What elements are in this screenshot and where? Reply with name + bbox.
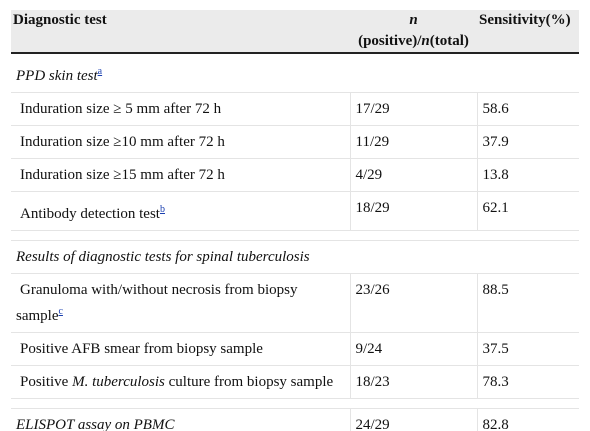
header-text: n: [409, 12, 418, 28]
sensitivity-cell: 13.8: [477, 158, 579, 192]
cell-text: Induration size ≥15 mm after 72 h: [20, 167, 225, 183]
table-row: Induration size ≥10 mm after 72 h 11/29 37…: [11, 125, 579, 159]
footnote-link[interactable]: b: [159, 204, 165, 215]
table-body: PPD skin testa Induration size ≥ 5 mm aft…: [11, 53, 579, 431]
cell-text-italic: Results of diagnostic tests for spinal t…: [16, 249, 310, 265]
table-row: Granuloma with/without necrosis from bio…: [11, 273, 579, 333]
spacer-row: [11, 230, 579, 241]
header-text: n: [421, 33, 430, 49]
table-row: PPD skin testa: [11, 53, 579, 93]
n-cell: 18/29: [350, 191, 478, 231]
sensitivity-cell: 58.6: [477, 92, 579, 126]
sensitivity-cell: 62.1: [477, 191, 579, 231]
n-cell: 11/29: [350, 125, 478, 159]
footnote-link[interactable]: a: [97, 66, 103, 77]
spacer-cell: [11, 398, 579, 409]
header-text: (total): [429, 33, 469, 49]
test-cell: Induration size ≥15 mm after 72 h: [11, 158, 351, 192]
cell-text: Induration size ≥10 mm after 72 h: [20, 134, 225, 150]
table-wrap: Diagnostic test n (positive)/n(total) Sen…: [11, 10, 579, 431]
cell-text-italic: M. tuberculosis: [72, 374, 165, 390]
n-cell: 18/23: [350, 365, 478, 399]
test-cell: Results of diagnostic tests for spinal t…: [11, 240, 579, 274]
n-cell: 23/26: [350, 273, 478, 333]
sensitivity-cell: 37.9: [477, 125, 579, 159]
cell-text: Induration size ≥ 5 mm after 72 h: [20, 101, 222, 117]
sensitivity-cell: 37.5: [477, 332, 579, 366]
test-cell: Induration size ≥ 5 mm after 72 h: [11, 92, 351, 126]
table-row: ELISPOT assay on PBMC 24/29 82.8: [11, 408, 579, 431]
footnote-marker: b: [160, 201, 165, 215]
sensitivity-cell: 88.5: [477, 273, 579, 333]
header-text: (positive)/: [358, 33, 422, 49]
table-row: Antibody detection testb 18/29 62.1: [11, 191, 579, 231]
test-cell: PPD skin testa: [11, 53, 579, 93]
header-cell: n (positive)/n(total): [350, 10, 477, 54]
table-row: Induration size ≥ 5 mm after 72 h 17/29 58…: [11, 92, 579, 126]
header-cell: Diagnostic test: [11, 10, 350, 54]
test-cell: Antibody detection testb: [11, 191, 351, 231]
spacer-row: [11, 398, 579, 409]
n-cell: 24/29: [350, 408, 478, 431]
footnote-marker: c: [59, 303, 63, 317]
cell-text: Granuloma with/without necrosis from bio…: [16, 282, 298, 324]
cell-text: Antibody detection test: [20, 206, 160, 222]
spacer-cell: [11, 230, 579, 241]
cell-text-italic: ELISPOT assay on PBMC: [16, 417, 175, 431]
n-cell: 17/29: [350, 92, 478, 126]
header-cell: Sensitivity(%): [477, 10, 579, 54]
cell-text: culture from biopsy sample: [164, 374, 334, 390]
footnote-marker: a: [98, 63, 102, 77]
table-row: Results of diagnostic tests for spinal t…: [11, 240, 579, 274]
table-row: Induration size ≥15 mm after 72 h 4/29 13.…: [11, 158, 579, 192]
table: Diagnostic test n (positive)/n(total) Sen…: [11, 10, 579, 431]
cell-text: Positive AFB smear from biopsy sample: [20, 341, 263, 357]
cell-text-italic: PPD skin test: [16, 68, 98, 84]
header-row: Diagnostic test n (positive)/n(total) Sen…: [11, 10, 579, 54]
test-cell: Positive AFB smear from biopsy sample: [11, 332, 351, 366]
sensitivity-cell: 82.8: [477, 408, 579, 431]
test-cell: ELISPOT assay on PBMC: [11, 408, 351, 431]
sensitivity-cell: 78.3: [477, 365, 579, 399]
test-cell: Induration size ≥10 mm after 72 h: [11, 125, 351, 159]
footnote-link[interactable]: c: [58, 306, 63, 317]
n-cell: 9/24: [350, 332, 478, 366]
test-cell: Granuloma with/without necrosis from bio…: [11, 273, 351, 333]
n-cell: 4/29: [350, 158, 478, 192]
test-cell: Positive M. tuberculosis culture from bi…: [11, 365, 351, 399]
table-row: Positive M. tuberculosis culture from bi…: [11, 365, 579, 399]
table-row: Positive AFB smear from biopsy sample 9/2…: [11, 332, 579, 366]
cell-text: Positive: [20, 374, 73, 390]
